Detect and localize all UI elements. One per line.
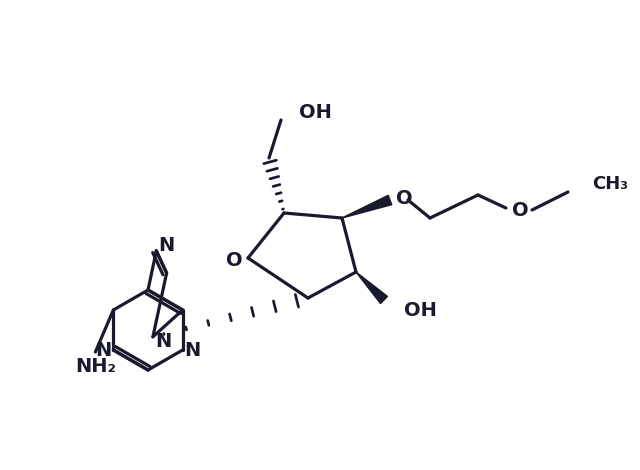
Polygon shape — [356, 272, 388, 304]
Text: O: O — [396, 188, 412, 207]
Text: N: N — [158, 236, 175, 255]
Text: N: N — [184, 340, 201, 360]
Text: N: N — [155, 332, 171, 351]
Text: CH₃: CH₃ — [592, 175, 628, 193]
Text: O: O — [512, 201, 528, 219]
Text: OH: OH — [404, 300, 437, 320]
Polygon shape — [342, 196, 392, 218]
Text: NH₂: NH₂ — [75, 357, 116, 376]
Text: N: N — [95, 340, 111, 360]
Text: OH: OH — [299, 102, 332, 122]
Text: O: O — [226, 251, 243, 271]
